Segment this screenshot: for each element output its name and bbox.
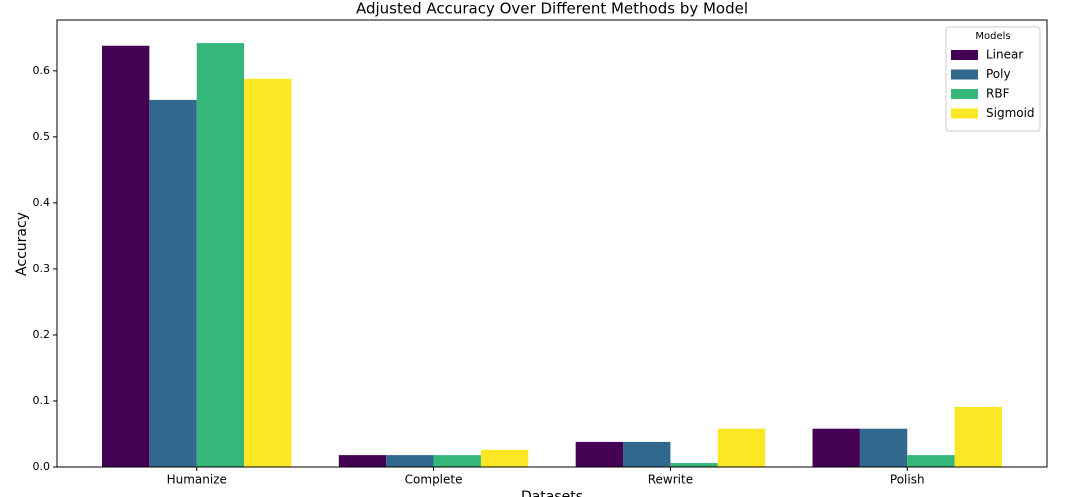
x-axis-label: Datasets (521, 489, 583, 497)
y-tick-label: 0.5 (33, 130, 51, 143)
legend-title: Models (975, 31, 1010, 42)
bar (575, 441, 624, 467)
y-tick-label: 0.3 (33, 262, 51, 275)
axes-frame (56, 19, 1048, 468)
x-tick-label: Polish (890, 473, 925, 487)
legend-label: Poly (986, 67, 1011, 81)
bar (954, 406, 1002, 467)
x-tick-label: Rewrite (648, 473, 693, 487)
chart-title: Adjusted Accuracy Over Different Methods… (356, 0, 748, 18)
plot-area: 0.0 0.1 0.2 0.3 0.4 0.5 0.6 Humanize Complete Rew… (33, 19, 1048, 487)
legend-swatch (951, 108, 978, 119)
legend-label: Linear (986, 48, 1023, 62)
bar (338, 455, 387, 467)
legend-label: RBF (986, 87, 1010, 101)
bar (386, 455, 434, 467)
bar (433, 455, 481, 467)
y-tick-label: 0.6 (33, 64, 51, 77)
bar (149, 99, 197, 467)
bar (907, 455, 955, 467)
bar (196, 43, 245, 467)
bar (244, 78, 292, 467)
y-axis-label: Accuracy (14, 212, 30, 276)
legend-label: Sigmoid (986, 106, 1035, 120)
y-tick-label: 0.4 (33, 196, 51, 209)
y-tick-label: 0.1 (33, 394, 51, 407)
x-tick-label: Humanize (167, 473, 227, 487)
bar (670, 463, 718, 467)
bar (859, 428, 908, 467)
legend: Models Linear Poly RBF Sigmoid (945, 26, 1041, 132)
bar (623, 441, 671, 467)
y-tick-label: 0.0 (33, 460, 51, 473)
bar (480, 449, 529, 467)
bar (717, 428, 766, 467)
y-tick-label: 0.2 (33, 328, 51, 341)
bar (102, 45, 150, 468)
legend-swatch (951, 89, 978, 99)
legend-swatch (951, 50, 978, 60)
x-tick-label: Complete (405, 473, 463, 487)
legend-swatch (951, 69, 978, 80)
bar (812, 428, 860, 467)
